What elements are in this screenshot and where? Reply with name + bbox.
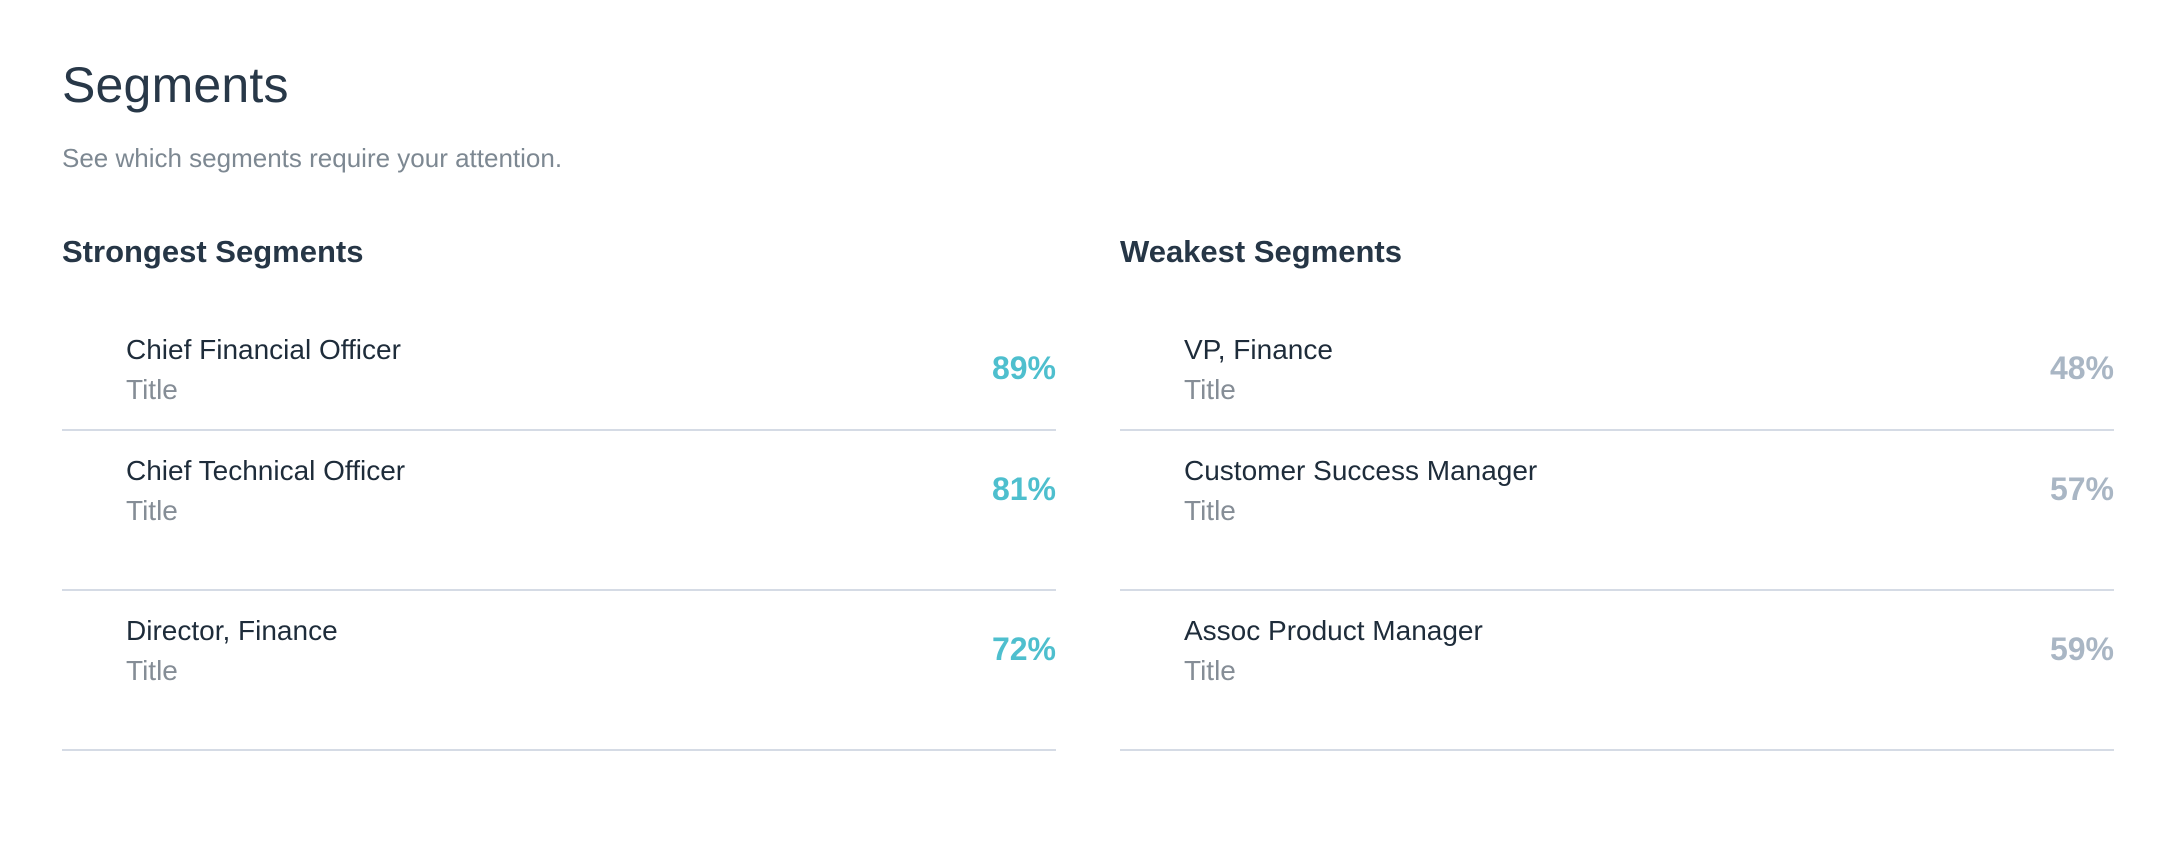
segment-row[interactable]: Assoc Product Manager Title 59% bbox=[1120, 591, 2114, 751]
segment-name: VP, Finance bbox=[1184, 334, 1333, 365]
segment-row[interactable]: VP, Finance Title 48% bbox=[1120, 332, 2114, 431]
segment-row[interactable]: Chief Technical Officer Title 81% bbox=[62, 431, 1056, 591]
segment-type: Title bbox=[126, 655, 178, 686]
segment-name: Assoc Product Manager bbox=[1184, 615, 1483, 646]
weakest-segments-panel: Weakest Segments VP, Finance Title 48% C… bbox=[1120, 232, 2114, 751]
segment-score: 72% bbox=[991, 631, 1056, 667]
page-subtitle: See which segments require your attentio… bbox=[62, 143, 563, 173]
segment-score: 89% bbox=[991, 350, 1056, 386]
weakest-segments-list: VP, Finance Title 48% Customer Success M… bbox=[1120, 332, 2114, 751]
segment-score: 57% bbox=[2049, 471, 2114, 507]
segment-score: 48% bbox=[2049, 350, 2114, 386]
strongest-segments-title: Strongest Segments bbox=[62, 234, 364, 269]
page-title: Segments bbox=[62, 57, 289, 113]
segment-name: Director, Finance bbox=[126, 615, 338, 646]
strongest-segments-panel: Strongest Segments Chief Financial Offic… bbox=[62, 232, 1056, 751]
strongest-segments-list: Chief Financial Officer Title 89% Chief … bbox=[62, 332, 1056, 751]
segment-name: Chief Financial Officer bbox=[126, 334, 401, 365]
segment-name: Customer Success Manager bbox=[1184, 455, 1538, 486]
segment-row[interactable]: Director, Finance Title 72% bbox=[62, 591, 1056, 751]
segment-type: Title bbox=[1184, 495, 1236, 526]
segment-type: Title bbox=[126, 495, 178, 526]
segment-type: Title bbox=[126, 374, 178, 405]
segment-score: 59% bbox=[2049, 631, 2114, 667]
segment-row[interactable]: Chief Financial Officer Title 89% bbox=[62, 332, 1056, 431]
segment-name: Chief Technical Officer bbox=[126, 455, 406, 486]
segment-row[interactable]: Customer Success Manager Title 57% bbox=[1120, 431, 2114, 591]
segment-score: 81% bbox=[991, 471, 1056, 507]
segment-type: Title bbox=[1184, 655, 1236, 686]
segment-type: Title bbox=[1184, 374, 1236, 405]
weakest-segments-title: Weakest Segments bbox=[1120, 234, 1402, 269]
